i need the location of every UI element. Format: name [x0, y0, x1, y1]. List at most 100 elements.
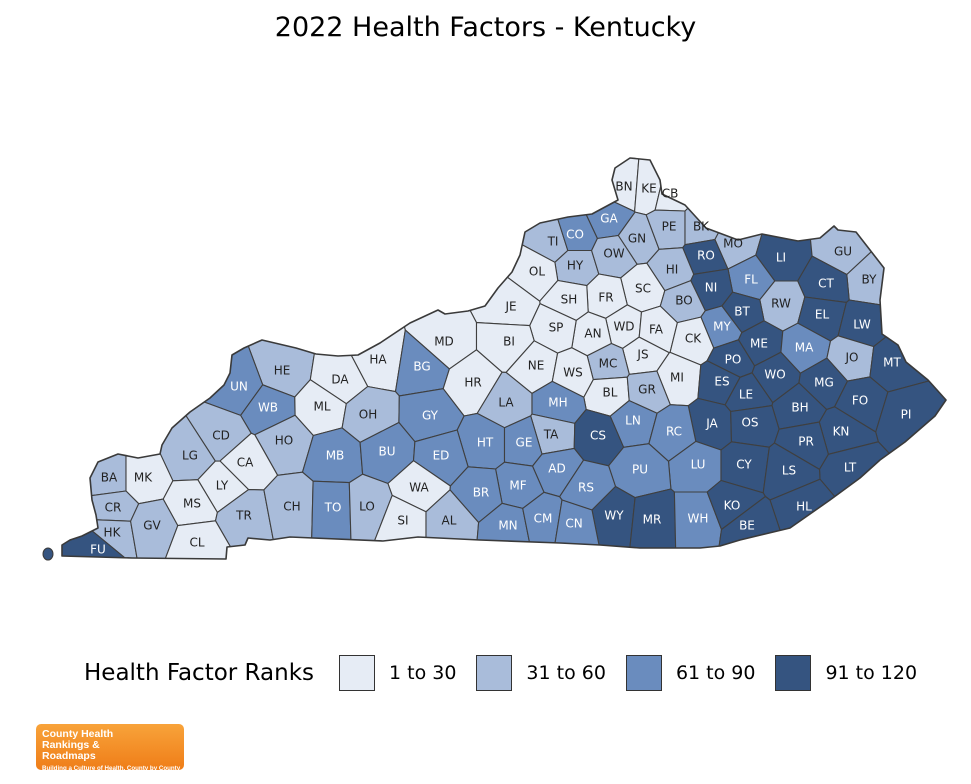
county-lt: [818, 441, 946, 559]
county-label-wd: WD: [613, 320, 634, 334]
county-pi: [875, 369, 946, 541]
legend-item-4: 91 to 120: [775, 655, 917, 691]
county-label-lt: LT: [844, 461, 857, 475]
county-label-rc: RC: [666, 425, 682, 439]
county-label-oh: OH: [359, 408, 377, 422]
county-label-si: SI: [397, 514, 408, 528]
county-label-un: UN: [230, 380, 248, 394]
county-label-ck: CK: [685, 332, 702, 346]
county-label-gv: GV: [143, 519, 161, 533]
county-label-js: JS: [636, 348, 648, 362]
legend-swatch-1: [339, 655, 375, 691]
county-label-sc: SC: [635, 282, 651, 296]
county-label-wa: WA: [409, 481, 429, 495]
county-label-fu: FU: [90, 543, 106, 557]
county-label-le: LE: [739, 388, 753, 402]
county-label-bn: BN: [615, 180, 632, 194]
county-label-ln: LN: [625, 414, 641, 428]
county-label-hr: HR: [464, 376, 481, 390]
county-label-je: JE: [504, 300, 516, 314]
county-label-ed: ED: [433, 449, 450, 463]
county-label-wo: WO: [764, 368, 785, 382]
county-label-ba: BA: [101, 471, 118, 485]
county-label-ha: HA: [369, 353, 387, 367]
county-label-mi: MI: [670, 371, 684, 385]
county-label-ne: NE: [528, 359, 545, 373]
county-label-ht: HT: [477, 436, 494, 450]
county-label-fr: FR: [598, 291, 613, 305]
county-label-mn: MN: [498, 519, 517, 533]
county-label-ho: HO: [275, 434, 293, 448]
county-label-wh: WH: [688, 512, 709, 526]
legend-swatch-4: [775, 655, 812, 691]
county-label-gn: GN: [628, 232, 646, 246]
county-label-po: PO: [725, 353, 742, 367]
county-label-my: MY: [713, 320, 731, 334]
county-label-ja: JA: [705, 417, 718, 431]
county-label-cn: CN: [565, 517, 582, 531]
county-label-ni: NI: [705, 281, 718, 295]
county-label-mr: MR: [643, 513, 662, 527]
county-label-cl: CL: [189, 536, 204, 550]
county-label-ro: RO: [697, 249, 715, 263]
legend-label-2: 31 to 60: [526, 662, 606, 684]
county-fu-exclave: [42, 547, 54, 561]
county-label-mg: MG: [814, 376, 834, 390]
legend-label-4: 91 to 120: [825, 662, 918, 684]
county-ba: [62, 183, 127, 504]
legend-title: Health Factor Ranks: [84, 660, 314, 686]
county-label-rs: RS: [578, 481, 594, 495]
county-ti: [342, 158, 569, 263]
legend-item-1: 1 to 30: [339, 655, 456, 691]
county-fu: [62, 497, 152, 559]
legend-item-2: 31 to 60: [476, 655, 606, 691]
county-cr: [62, 490, 140, 522]
county-label-bo: BO: [675, 294, 692, 308]
county-label-fl: FL: [744, 273, 758, 287]
county-label-ol: OL: [529, 265, 545, 279]
county-label-wy: WY: [604, 509, 624, 523]
county-label-mt: MT: [883, 356, 901, 370]
county-label-lw: LW: [853, 318, 871, 332]
legend-item-3: 61 to 90: [625, 655, 755, 691]
county-label-ti: TI: [547, 235, 559, 249]
county-label-hi: HI: [666, 263, 679, 277]
county-label-cs: CS: [590, 429, 606, 443]
county-label-ly: LY: [216, 479, 229, 493]
county-label-ls: LS: [782, 464, 796, 478]
county-label-ge: GE: [516, 436, 533, 450]
county-label-bk: BK: [693, 220, 710, 234]
county-label-al: AL: [442, 514, 457, 528]
logo-name: County Health Rankings & Roadmaps: [42, 728, 114, 762]
county-label-gu: GU: [834, 245, 852, 259]
county-label-wb: WB: [258, 401, 278, 415]
state-border: [61, 157, 947, 560]
county-label-gr: GR: [638, 383, 656, 397]
county-cm: [522, 491, 563, 559]
county-label-os: OS: [741, 416, 758, 430]
county-label-ca: CA: [237, 456, 254, 470]
county-gu: [798, 158, 946, 276]
chrr-logo: County Health Rankings & Roadmaps Buildi…: [36, 724, 184, 772]
county-label-fa: FA: [649, 323, 664, 337]
county-label-bg: BG: [413, 360, 430, 374]
county-label-la: LA: [498, 396, 514, 410]
county-label-hl: HL: [796, 500, 812, 514]
county-un: [62, 158, 264, 416]
county-label-lu: LU: [691, 458, 706, 472]
county-label-el: EL: [815, 308, 830, 322]
county-label-pr: PR: [798, 435, 814, 449]
county-label-ad: AD: [548, 462, 565, 476]
county-label-bi: BI: [503, 335, 515, 349]
county-label-pe: PE: [662, 220, 677, 234]
county-label-cr: CR: [105, 501, 122, 515]
county-label-hk: HK: [104, 526, 122, 540]
county-bn: [514, 158, 643, 213]
county-label-br: BR: [473, 486, 490, 500]
logo-tagline: Building a Culture of Health, County by …: [42, 765, 181, 772]
county-label-bl: BL: [603, 386, 618, 400]
county-label-ms: MS: [183, 497, 201, 511]
county-label-lo: LO: [359, 500, 375, 514]
county-label-mf: MF: [509, 479, 526, 493]
county-label-bh: BH: [791, 401, 808, 415]
